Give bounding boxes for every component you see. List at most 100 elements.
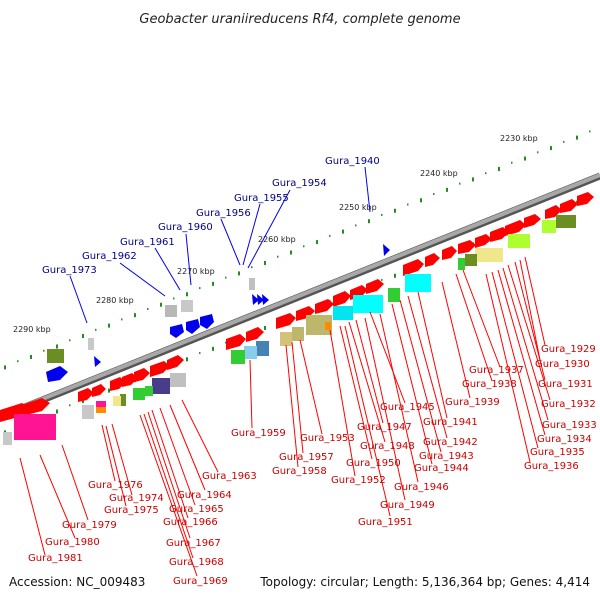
gene-box-green bbox=[231, 350, 245, 364]
scale-dot bbox=[56, 344, 58, 349]
gene-box-khaki bbox=[113, 396, 121, 406]
gene-arrow-red bbox=[577, 192, 594, 206]
gene-box-green bbox=[133, 388, 145, 400]
kbp-tick-labels: 2230 kbp 2240 kbp 2250 kbp 2260 kbp 2270… bbox=[13, 134, 538, 334]
label-connector bbox=[299, 339, 323, 435]
scale-dot bbox=[537, 151, 539, 154]
gene-label: Gura_1951 bbox=[358, 517, 413, 528]
scale-dot bbox=[199, 352, 201, 355]
label-connector bbox=[329, 329, 356, 477]
label-connector bbox=[462, 269, 501, 368]
label-connector bbox=[348, 321, 386, 443]
gene-arrow-red bbox=[524, 214, 541, 228]
gene-label: Gura_1946 bbox=[394, 482, 449, 493]
scale-dot bbox=[524, 156, 526, 161]
label-connector bbox=[154, 247, 181, 291]
tick-label-2260: 2260 kbp bbox=[258, 235, 296, 244]
gene-arrow-1962 bbox=[200, 314, 214, 329]
gene-arrow-red bbox=[246, 327, 264, 342]
gene-label: Gura_1962 bbox=[82, 251, 137, 262]
gene-label: Gura_1955 bbox=[234, 193, 289, 204]
gene-arrow-1973 bbox=[94, 356, 101, 367]
label-connector bbox=[507, 264, 551, 401]
label-connector bbox=[151, 409, 189, 519]
scale-dot bbox=[316, 240, 318, 245]
label-connectors-bottom bbox=[19, 256, 551, 577]
gene-label: Gura_1935 bbox=[530, 447, 585, 458]
gene-label: Gura_1981 bbox=[28, 553, 83, 564]
gene-box-grey bbox=[165, 305, 177, 317]
scale-dot bbox=[472, 177, 474, 182]
label-connector bbox=[249, 359, 253, 429]
gene-arrow-red bbox=[442, 246, 457, 260]
gene-arrow-red bbox=[545, 205, 562, 219]
scale-dot bbox=[381, 278, 383, 281]
genome-backbone bbox=[0, 172, 600, 421]
gene-arrow-blue-left bbox=[46, 366, 68, 382]
label-connector bbox=[502, 267, 549, 421]
tick-label-2230: 2230 kbp bbox=[500, 134, 538, 143]
label-connector bbox=[61, 444, 89, 521]
gene-box-skyblue bbox=[244, 346, 257, 359]
scale-dot bbox=[134, 313, 136, 318]
scale-dot bbox=[381, 213, 383, 216]
gene-label: Gura_1941 bbox=[423, 417, 478, 428]
gene-arrow-red bbox=[78, 388, 94, 402]
scale-dot bbox=[186, 292, 188, 297]
gene-labels-top: Gura_1940 Gura_1954 Gura_1955 Gura_1956 … bbox=[42, 156, 380, 276]
scale-dot bbox=[108, 388, 110, 393]
scale-dot bbox=[173, 297, 175, 300]
label-connector bbox=[139, 414, 198, 577]
label-connector bbox=[159, 407, 196, 506]
gene-label: Gura_1938 bbox=[462, 379, 517, 390]
scale-dot bbox=[69, 339, 71, 342]
label-connector bbox=[355, 319, 384, 424]
scale-dot bbox=[264, 325, 266, 330]
gene-label: Gura_1949 bbox=[380, 500, 435, 511]
gene-label: Gura_1934 bbox=[537, 434, 592, 445]
scale-dot bbox=[82, 334, 84, 339]
gene-box-orange bbox=[96, 407, 106, 413]
gene-label: Gura_1943 bbox=[419, 451, 474, 462]
label-connector bbox=[147, 411, 191, 539]
gene-box-khaki bbox=[280, 332, 292, 346]
gene-label: Gura_1936 bbox=[524, 461, 579, 472]
gene-label: Gura_1960 bbox=[158, 222, 213, 233]
label-connector bbox=[39, 454, 76, 539]
gene-label: Gura_1969 bbox=[173, 576, 228, 587]
gene-box-khaki bbox=[475, 248, 503, 262]
gene-label: Gura_1952 bbox=[331, 475, 386, 486]
gene-arrow-red bbox=[458, 240, 476, 254]
scale-dot bbox=[407, 203, 409, 206]
gene-arrow-1956 bbox=[262, 294, 269, 305]
label-connector bbox=[242, 203, 261, 266]
scale-dot bbox=[355, 224, 357, 227]
gene-box-pink bbox=[14, 414, 56, 440]
gene-labels-bottom: Gura_1929 Gura_1930 Gura_1931 Gura_1932 … bbox=[28, 344, 597, 587]
scale-dot bbox=[485, 172, 487, 175]
gene-label: Gura_1974 bbox=[109, 493, 164, 504]
gene-label: Gura_1966 bbox=[163, 517, 218, 528]
label-connector bbox=[185, 233, 192, 286]
gene-box-cyan bbox=[333, 306, 353, 320]
label-connector bbox=[181, 399, 219, 473]
scale-dot bbox=[589, 130, 591, 133]
map-title: Geobacter uraniireducens Rf4, complete g… bbox=[139, 12, 460, 27]
gene-label: Gura_1954 bbox=[272, 178, 327, 189]
label-connector bbox=[519, 259, 541, 361]
gene-label: Gura_1933 bbox=[542, 420, 597, 431]
label-connector bbox=[111, 423, 133, 496]
gene-arrow-red bbox=[333, 291, 351, 307]
label-connector bbox=[119, 262, 166, 297]
gene-label: Gura_1944 bbox=[414, 463, 469, 474]
label-connectors-top bbox=[69, 166, 371, 324]
label-connector bbox=[143, 413, 194, 559]
scale-dot bbox=[56, 409, 58, 414]
scale-dot bbox=[550, 146, 552, 151]
label-connector bbox=[169, 404, 206, 491]
scale-dot bbox=[433, 193, 435, 196]
label-connector bbox=[247, 189, 291, 269]
scale-dot bbox=[108, 323, 110, 328]
scale-dot bbox=[368, 219, 370, 224]
gene-label: Gura_1939 bbox=[445, 397, 500, 408]
